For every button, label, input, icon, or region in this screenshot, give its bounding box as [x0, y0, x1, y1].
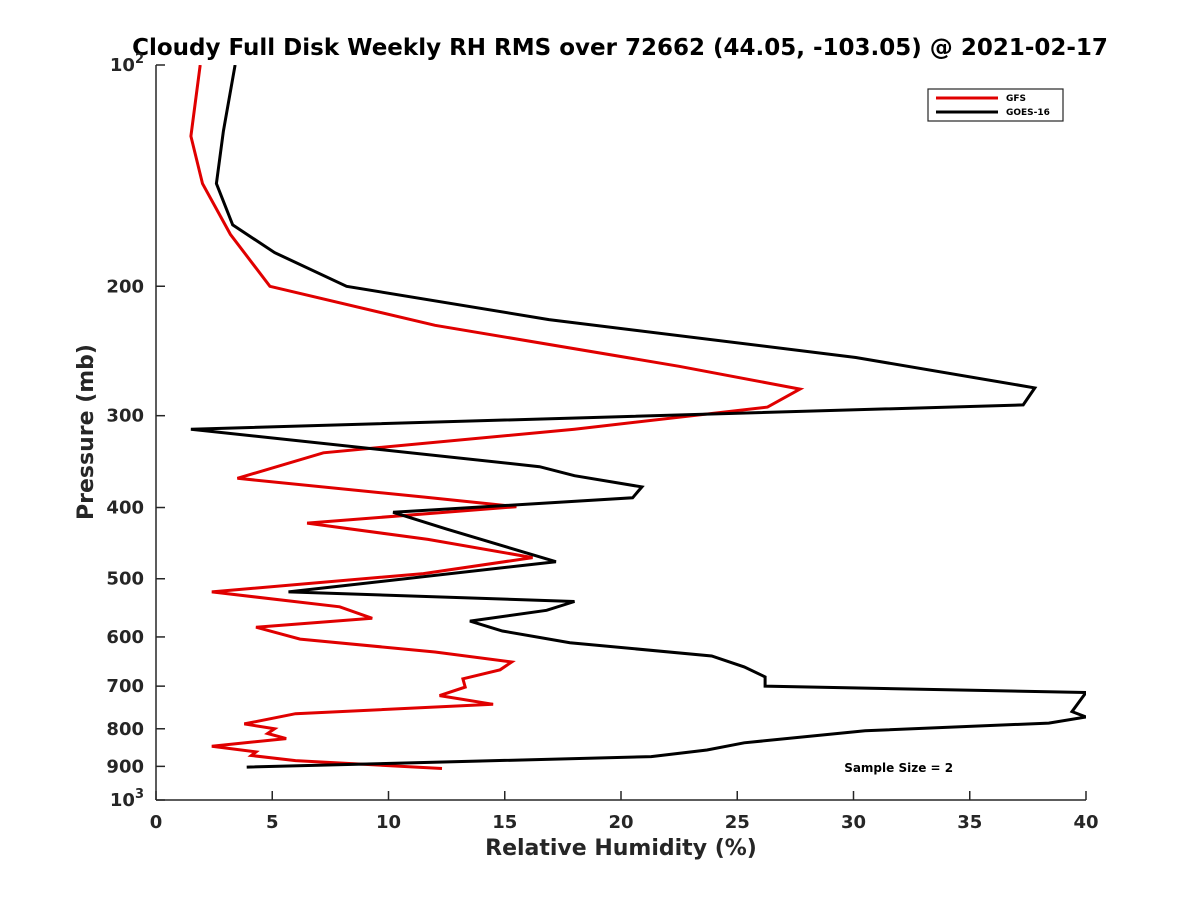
chart-title: Cloudy Full Disk Weekly RH RMS over 7266…	[132, 35, 1108, 61]
plot-background	[156, 65, 1086, 800]
legend-box	[927, 88, 1064, 122]
series-line-goes-16	[190, 65, 1086, 769]
legend-label: GFS	[1006, 94, 1026, 104]
y-axis-label: Pressure (mb)	[74, 344, 99, 520]
x-tick-label: 10	[376, 812, 401, 833]
x-tick-label: 20	[608, 812, 633, 833]
y-tick-label: 300	[106, 406, 144, 427]
x-tick-label: 40	[1073, 812, 1098, 833]
series-layer	[189, 65, 1086, 770]
plot-area	[156, 65, 1086, 800]
y-tick-label: 800	[106, 719, 144, 740]
legend: GFS GOES-16	[927, 88, 1064, 122]
legend-label: GOES-16	[1006, 108, 1050, 118]
y-tick-label: 700	[106, 676, 144, 697]
x-axis-label: Relative Humidity (%)	[485, 836, 757, 861]
y-tick-label: 500	[106, 569, 144, 590]
series-line-gfs	[189, 65, 805, 770]
x-tick-label: 15	[492, 812, 517, 833]
y-ticks: 102 200 300 400 500 600 700 800 900 103	[106, 52, 165, 811]
x-tick-label: 5	[266, 812, 279, 833]
x-tick-label: 30	[841, 812, 866, 833]
y-tick-label: 103	[110, 787, 144, 811]
sample-size-annotation: Sample Size = 2	[844, 761, 953, 775]
y-tick-label: 200	[106, 276, 144, 297]
x-tick-label: 25	[725, 812, 750, 833]
annotation-layer: Sample Size = 2	[844, 761, 953, 775]
y-tick-label: 600	[106, 627, 144, 648]
x-tick-label: 0	[150, 812, 163, 833]
y-tick-label: 900	[106, 756, 144, 777]
y-tick-label: 400	[106, 498, 144, 519]
x-tick-label: 35	[957, 812, 982, 833]
x-ticks: 0 5 10 15 20 25 30 35 40	[150, 791, 1099, 833]
y-tick-label: 102	[110, 52, 144, 76]
